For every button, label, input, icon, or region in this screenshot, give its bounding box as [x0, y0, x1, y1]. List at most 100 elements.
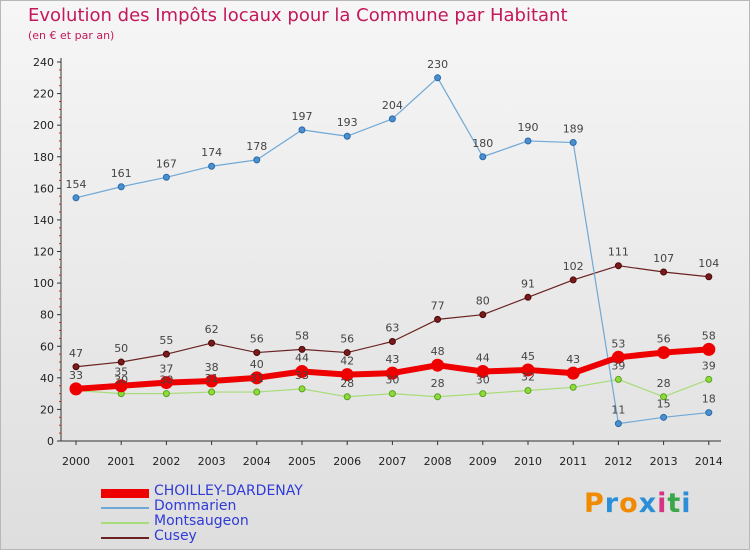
- series-3-point: [298, 345, 306, 353]
- data-label: 55: [159, 334, 173, 347]
- x-tick-label: 2009: [469, 455, 497, 468]
- x-tick-label: 2013: [650, 455, 678, 468]
- y-tick-label: 0: [47, 435, 54, 448]
- legend-label: Cusey: [154, 528, 197, 544]
- legend-label: CHOILLEY-DARDENAY: [154, 483, 303, 499]
- series-0-point: [521, 363, 535, 377]
- series-3-point: [388, 338, 396, 346]
- series-1-point: [72, 194, 80, 202]
- series-1-point: [614, 420, 622, 428]
- legend-label: Montsaugeon: [154, 513, 249, 529]
- data-label: 30: [159, 374, 173, 387]
- series-3-point: [208, 339, 216, 347]
- y-tick-label: 220: [33, 88, 54, 101]
- legend-swatch: [101, 522, 149, 524]
- data-label: 38: [205, 361, 219, 374]
- series-0-point: [340, 368, 354, 382]
- data-label: 30: [385, 374, 399, 387]
- chart-title: Evolution des Impôts locaux pour la Comm…: [28, 5, 568, 26]
- series-1-point: [117, 183, 125, 191]
- series-3-point: [660, 268, 668, 276]
- data-label: 53: [611, 337, 625, 350]
- series-0-point: [431, 358, 445, 372]
- series-0-point: [159, 376, 173, 390]
- logo-letter: P: [584, 488, 605, 519]
- series-3-point: [434, 315, 442, 323]
- legend-swatch: [101, 507, 149, 509]
- data-label: 18: [702, 393, 716, 406]
- series-2-point: [614, 375, 622, 383]
- series-3-point: [117, 358, 125, 366]
- data-label: 30: [114, 374, 128, 387]
- series-3-point: [614, 262, 622, 270]
- x-tick-label: 2005: [288, 455, 316, 468]
- data-label: 62: [205, 323, 219, 336]
- data-label: 63: [385, 322, 399, 335]
- data-label: 58: [702, 329, 716, 342]
- y-tick-label: 60: [40, 340, 54, 353]
- series-1-point: [705, 409, 713, 417]
- data-label: 190: [518, 121, 539, 134]
- x-tick-label: 2012: [604, 455, 632, 468]
- data-label: 43: [385, 353, 399, 366]
- data-label: 230: [427, 58, 448, 71]
- x-tick-label: 2008: [424, 455, 452, 468]
- series-2-point: [343, 393, 351, 401]
- data-label: 31: [250, 372, 264, 385]
- data-label: 174: [201, 146, 222, 159]
- data-label: 189: [563, 123, 584, 136]
- data-label: 31: [205, 372, 219, 385]
- series-3-point: [72, 363, 80, 371]
- series-0-point: [702, 342, 716, 356]
- series-2-point: [705, 375, 713, 383]
- series-1-point: [253, 156, 261, 164]
- data-label: 37: [159, 363, 173, 376]
- series-1-point: [524, 137, 532, 145]
- logo-letter: i: [681, 488, 692, 519]
- y-tick-label: 140: [33, 214, 54, 227]
- x-tick-label: 2001: [107, 455, 135, 468]
- data-label: 56: [340, 333, 354, 346]
- data-label: 107: [653, 252, 674, 265]
- series-0-point: [566, 366, 580, 380]
- series-1-point: [162, 173, 170, 181]
- data-label: 50: [114, 342, 128, 355]
- series-0-point: [69, 382, 83, 396]
- data-label: 204: [382, 99, 403, 112]
- series-0-point: [295, 365, 309, 379]
- x-tick-label: 2004: [243, 455, 271, 468]
- data-label: 44: [476, 352, 490, 365]
- data-label: 77: [431, 299, 445, 312]
- series-1-point: [569, 139, 577, 147]
- proxiti-logo: Proxiti: [584, 488, 692, 519]
- data-label: 43: [566, 353, 580, 366]
- logo-letter: i: [657, 488, 668, 519]
- series-3-point: [705, 273, 713, 281]
- series-3-point: [569, 276, 577, 284]
- data-label: 102: [563, 260, 584, 273]
- y-tick-label: 200: [33, 119, 54, 132]
- y-tick-label: 240: [33, 56, 54, 69]
- data-label: 167: [156, 157, 177, 170]
- y-tick-label: 40: [40, 372, 54, 385]
- data-label: 111: [608, 246, 629, 259]
- y-tick-label: 80: [40, 309, 54, 322]
- y-tick-label: 100: [33, 277, 54, 290]
- data-label: 47: [69, 347, 83, 360]
- data-label: 33: [69, 369, 83, 382]
- series-1-point: [479, 153, 487, 161]
- data-label: 39: [702, 359, 716, 372]
- x-tick-label: 2002: [152, 455, 180, 468]
- data-label: 42: [340, 355, 354, 368]
- series-2-point: [298, 385, 306, 393]
- data-label: 45: [521, 350, 535, 363]
- data-label: 80: [476, 295, 490, 308]
- series-2-point: [524, 386, 532, 394]
- x-tick-label: 2003: [198, 455, 226, 468]
- data-label: 161: [111, 167, 132, 180]
- series-1-point: [660, 413, 668, 421]
- logo-letter: x: [638, 488, 658, 519]
- data-label: 32: [521, 370, 535, 383]
- series-0-point: [205, 374, 219, 388]
